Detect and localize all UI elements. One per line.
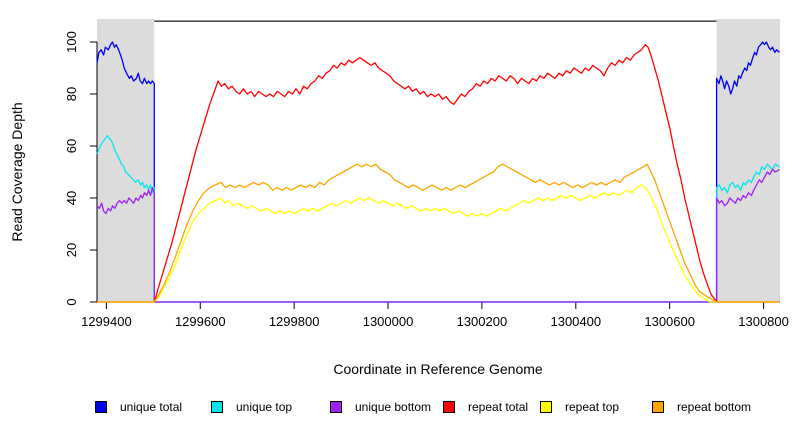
legend: unique total unique top unique bottom repea… [0,399,792,417]
x-tick-label: 1300000 [363,314,414,329]
legend-label: unique top [236,400,293,414]
legend-item-unique-bottom: unique bottom [330,399,431,415]
series-lines-group [96,41,780,303]
x-tick-label: 1299600 [175,314,226,329]
y-tick-label: 40 [64,191,79,205]
legend-swatch [95,401,107,413]
masked-region-right [716,19,780,302]
y-tick-label: 20 [64,243,79,257]
x-tick-label: 1300600 [644,314,695,329]
legend-label: repeat bottom [677,400,752,414]
x-tick-label: 1299400 [81,314,132,329]
y-tick-label: 0 [64,298,79,305]
x-axis-title: Coordinate in Reference Genome [333,361,543,377]
legend-item-repeat-top: repeat top [540,399,619,415]
legend-swatch [652,401,664,413]
legend-item-unique-total: unique total [95,399,182,415]
legend-item-repeat-total: repeat total [443,399,528,415]
series-line-repeat-total [97,43,780,303]
series-line-repeat-top [97,184,780,303]
legend-swatch [211,401,223,413]
series-line-unique-top [96,134,780,303]
series-line-unique-total [96,41,780,303]
x-tick-label: 1300200 [457,314,508,329]
legend-swatch [330,401,342,413]
x-tick-label: 1299800 [269,314,320,329]
series-line-repeat-bottom [97,163,780,303]
axes-group: 1299400 1299600 1299800 1300000 1300200 13004… [64,31,789,329]
legend-label: unique total [120,400,183,414]
legend-label: repeat top [565,400,620,414]
y-axis-title: Read Coverage Depth [9,102,25,241]
legend-swatch [540,401,552,413]
masked-region-left [97,19,155,302]
y-tick-label: 80 [64,87,79,101]
x-tick-label: 1300800 [738,314,789,329]
legend-label: unique bottom [355,400,432,414]
legend-swatch [443,401,455,413]
y-tick-label: 100 [64,31,79,53]
legend-item-repeat-bottom: repeat bottom [652,399,751,415]
series-line-unique-bottom [96,168,780,303]
y-tick-label: 60 [64,139,79,153]
legend-label: repeat total [468,400,529,414]
x-tick-label: 1300400 [550,314,601,329]
legend-item-unique-top: unique top [211,399,292,415]
